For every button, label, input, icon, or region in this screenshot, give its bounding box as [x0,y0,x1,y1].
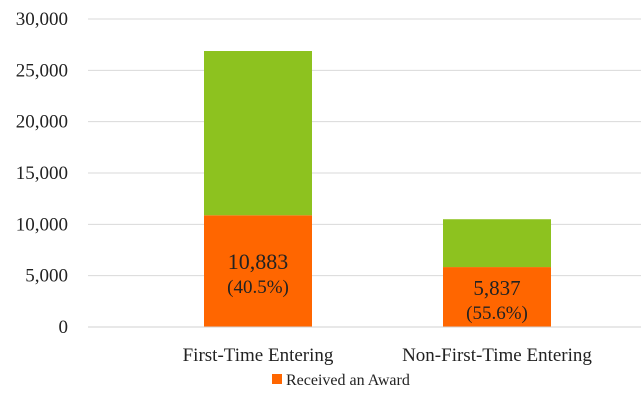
x-axis-category-labels: First-Time Entering Non-First-Time Enteri… [183,345,593,366]
y-tick-label: 10,000 [16,214,68,235]
data-label-value: 5,837 [473,276,520,300]
legend-swatch-received-award [272,374,282,384]
bar-segment-received-award [443,267,551,327]
x-category-label: Non-First-Time Entering [402,345,592,366]
data-label-percent: (55.6%) [466,303,528,324]
x-category-label: First-Time Entering [183,345,334,366]
data-labels: 10,883 (40.5%) 5,837 (55.6%) [227,249,528,324]
y-tick-label: 0 [59,317,69,338]
bars [204,51,551,327]
legend-label-received-award: Received an Award [286,372,410,389]
gridlines [88,18,641,277]
bar-segment-received-award [204,215,312,327]
data-label-value: 10,883 [228,249,289,274]
y-tick-label: 5,000 [25,266,68,287]
y-tick-label: 30,000 [16,9,68,30]
y-tick-label: 25,000 [16,60,68,81]
data-label-percent: (40.5%) [227,277,289,298]
bar-segment-remainder [204,51,312,216]
y-axis-tick-labels: 0 5,000 10,000 15,000 20,000 25,000 30,000 [16,9,68,338]
bar-segment-remainder [443,219,551,268]
legend: Received an Award [272,372,410,389]
y-tick-label: 20,000 [16,112,68,133]
y-tick-label: 15,000 [16,163,68,184]
